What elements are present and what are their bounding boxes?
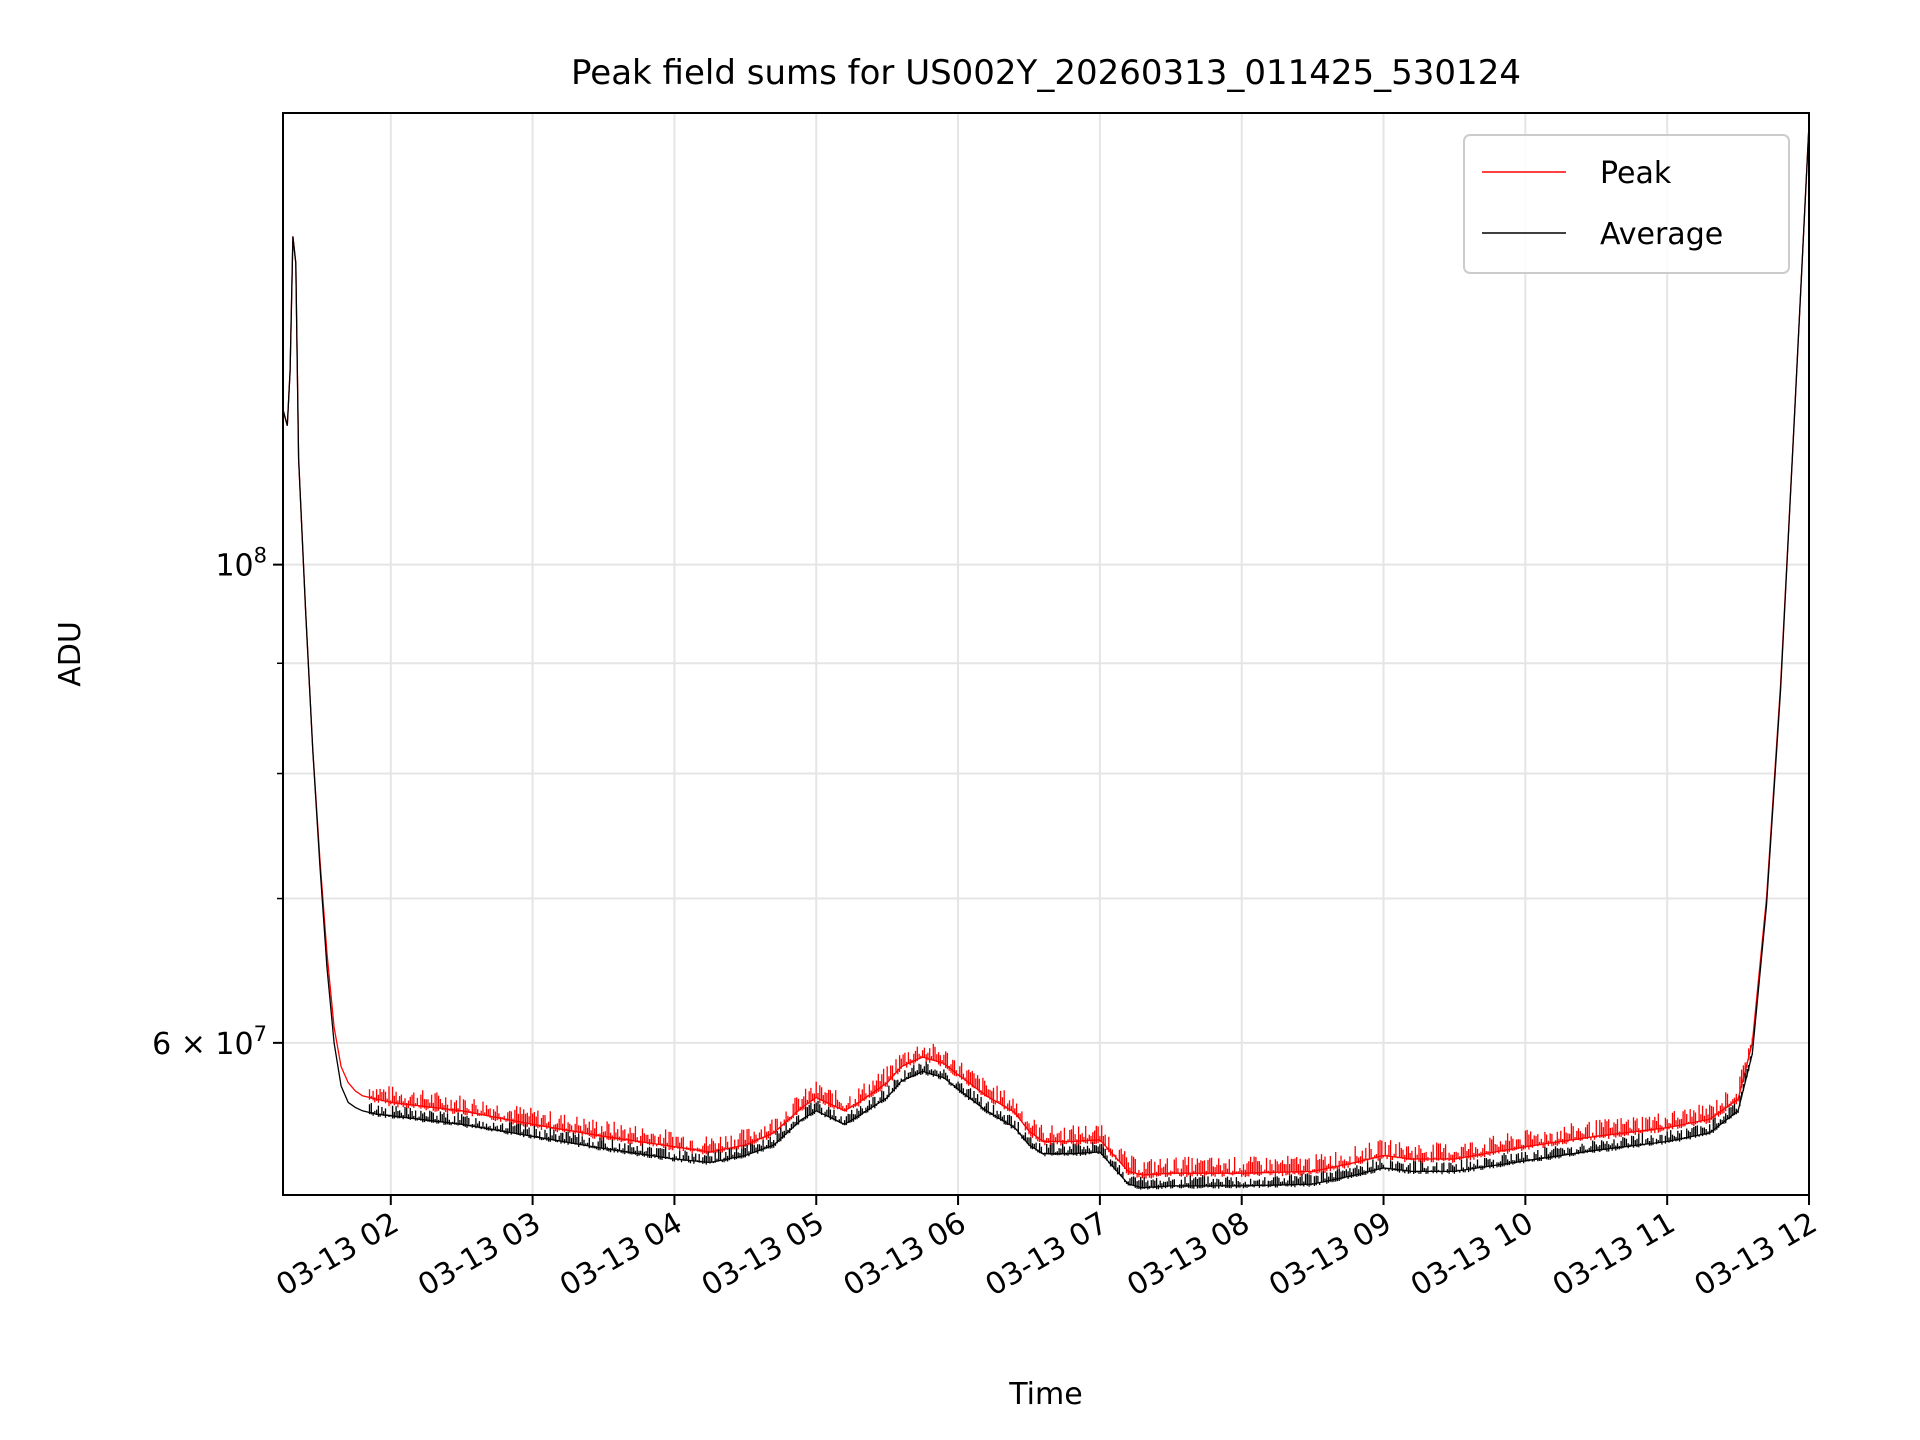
y-tick-label: 6 × 107	[152, 1022, 267, 1062]
peak-series-line	[282, 124, 1810, 1176]
legend: Peak Average	[1463, 134, 1790, 274]
average-series-line	[282, 124, 1810, 1189]
y-axis-label: ADU	[53, 621, 88, 687]
y-tick-label: 108	[215, 544, 267, 584]
plot-area-background	[283, 113, 1809, 1195]
data-series	[282, 124, 1810, 1190]
plot-frame	[282, 112, 1810, 1196]
legend-box	[1463, 134, 1790, 274]
y-axis-ticks: 108 6 × 107	[152, 544, 283, 1062]
legend-average-label: Average	[1600, 217, 1723, 252]
chart-title: Peak field sums for US002Y_20260313_0114…	[571, 53, 1521, 93]
legend-peak-label: Peak	[1600, 156, 1672, 191]
x-axis-label: Time	[1008, 1377, 1082, 1412]
peak-series-noise	[368, 1037, 1753, 1179]
